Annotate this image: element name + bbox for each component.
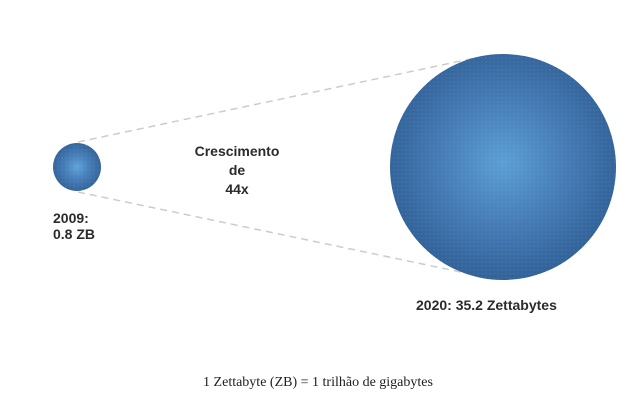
year-2009-text: 2009: bbox=[53, 210, 89, 226]
footnote: 1 Zettabyte (ZB) = 1 trilhão de gigabyte… bbox=[203, 375, 433, 390]
small-circle-2009 bbox=[53, 143, 101, 191]
connector-line-bottom bbox=[77, 191, 476, 276]
growth-line-2: de bbox=[228, 162, 246, 178]
label-2009: 2009: 0.8 ZB bbox=[53, 210, 95, 242]
label-2020: 2020: 35.2 Zettabytes bbox=[416, 297, 557, 313]
growth-line-1: Crescimento bbox=[194, 143, 280, 159]
growth-line-3: 44x bbox=[225, 181, 249, 197]
value-2009-text: 0.8 ZB bbox=[53, 226, 96, 242]
growth-label: Crescimento de 44x bbox=[180, 142, 294, 199]
large-circle-2020 bbox=[390, 54, 616, 280]
connector-line-top bbox=[77, 57, 476, 143]
